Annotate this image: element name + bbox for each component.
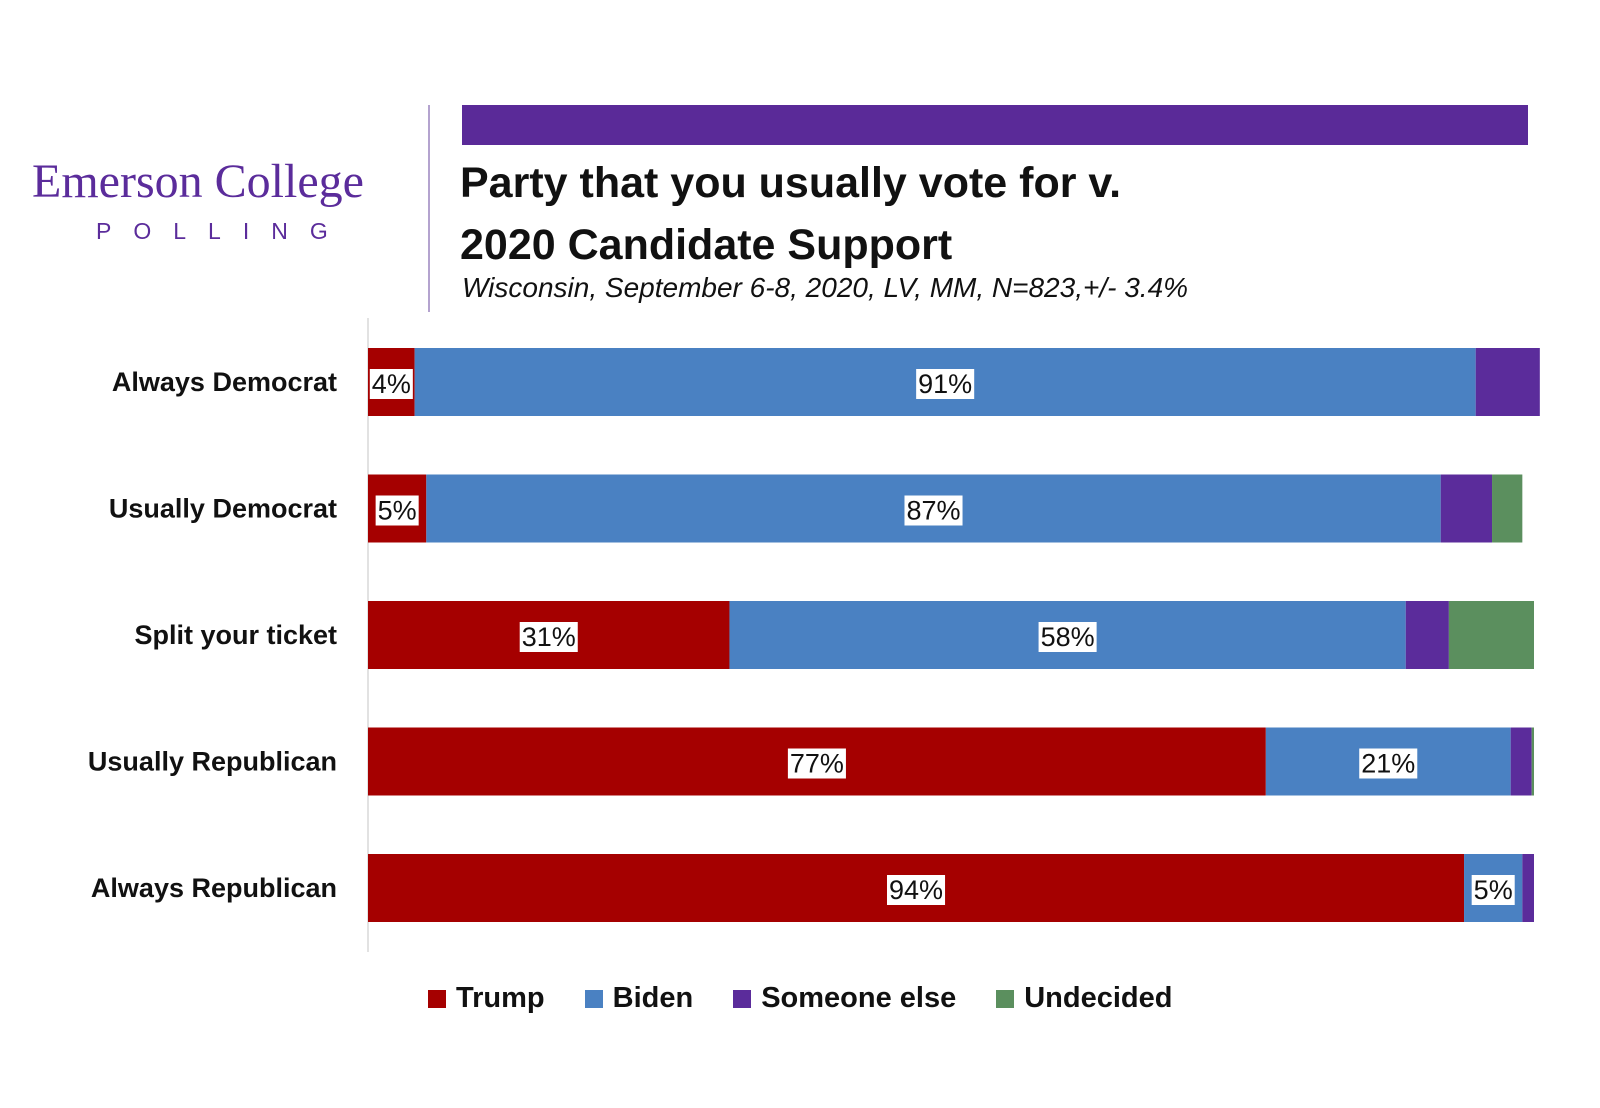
bar-undecided-usually-republican [1531, 727, 1534, 796]
legend-label-biden: Biden [612, 982, 694, 1014]
legend-item-undecided: Undecided [996, 982, 1172, 1015]
data-label-biden-always-republican: 5% [1471, 875, 1515, 905]
category-label-always-democrat: Always Democrat [112, 367, 337, 397]
chart-title: Party that you usually vote for v. 2020 … [460, 152, 1121, 276]
category-label-always-republican: Always Republican [91, 873, 337, 903]
chart-title-line-1: Party that you usually vote for v. [460, 159, 1122, 207]
legend-item-someone-else: Someone else [733, 982, 956, 1015]
legend-swatch-trump [428, 989, 446, 1008]
legend-label-trump: Trump [456, 982, 545, 1014]
svg-text:87%: 87% [906, 496, 960, 526]
data-label-trump-always-democrat: 4% [369, 369, 413, 399]
legend-label-someone-else: Someone else [761, 982, 957, 1014]
legend-item-biden: Biden [584, 982, 694, 1015]
svg-text:77%: 77% [790, 749, 844, 779]
legend-item-trump: Trump [428, 982, 545, 1015]
data-label-biden-usually-republican: 21% [1359, 748, 1418, 779]
chart-title-line-2: 2020 Candidate Support [460, 221, 953, 269]
category-label-usually-democrat: Usually Democrat [109, 494, 337, 524]
svg-text:4%: 4% [372, 369, 411, 399]
data-label-trump-usually-republican: 77% [787, 748, 846, 779]
data-label-trump-always-republican: 94% [886, 875, 946, 905]
category-label-split-your-ticket: Split your ticket [134, 620, 337, 650]
bar-undecided-usually-democrat [1492, 474, 1523, 543]
brand-name: Emerson College [32, 155, 364, 208]
legend-swatch-biden [584, 989, 603, 1008]
chart-legend: Trump Biden Someone else Undecided [428, 982, 1212, 1015]
bar-someone-else-usually-democrat [1440, 474, 1493, 543]
data-label-biden-always-democrat: 91% [916, 369, 975, 399]
header-accent-band [462, 105, 1528, 145]
legend-swatch-undecided [996, 989, 1015, 1008]
data-label-trump-split-your-ticket: 31% [519, 622, 578, 652]
bar-undecided-split-your-ticket [1448, 601, 1534, 669]
legend-swatch-someone-else [733, 989, 752, 1008]
svg-text:21%: 21% [1361, 749, 1415, 779]
svg-text:91%: 91% [918, 369, 972, 399]
chart-subtitle: Wisconsin, September 6-8, 2020, LV, MM, … [462, 272, 1189, 303]
header-divider [428, 105, 430, 312]
brand-tagline: POLLING [96, 218, 350, 244]
svg-text:5%: 5% [378, 496, 417, 526]
legend-label-undecided: Undecided [1024, 982, 1173, 1014]
bar-someone-else-usually-republican [1510, 727, 1532, 796]
category-label-usually-republican: Usually Republican [88, 747, 337, 777]
bar-someone-else-always-republican [1522, 854, 1534, 922]
svg-text:31%: 31% [522, 622, 576, 652]
bar-someone-else-always-democrat [1475, 348, 1540, 416]
bar-someone-else-split-your-ticket [1405, 601, 1449, 669]
data-label-biden-split-your-ticket: 58% [1038, 622, 1097, 652]
svg-text:58%: 58% [1041, 622, 1095, 652]
stacked-bar-chart: Always Democrat 4% 91% Usually Democrat 5% 87… [88, 318, 1540, 952]
svg-text:5%: 5% [1474, 875, 1513, 905]
data-label-trump-usually-democrat: 5% [375, 495, 419, 526]
data-label-biden-usually-democrat: 87% [904, 495, 963, 526]
svg-text:94%: 94% [889, 875, 943, 905]
